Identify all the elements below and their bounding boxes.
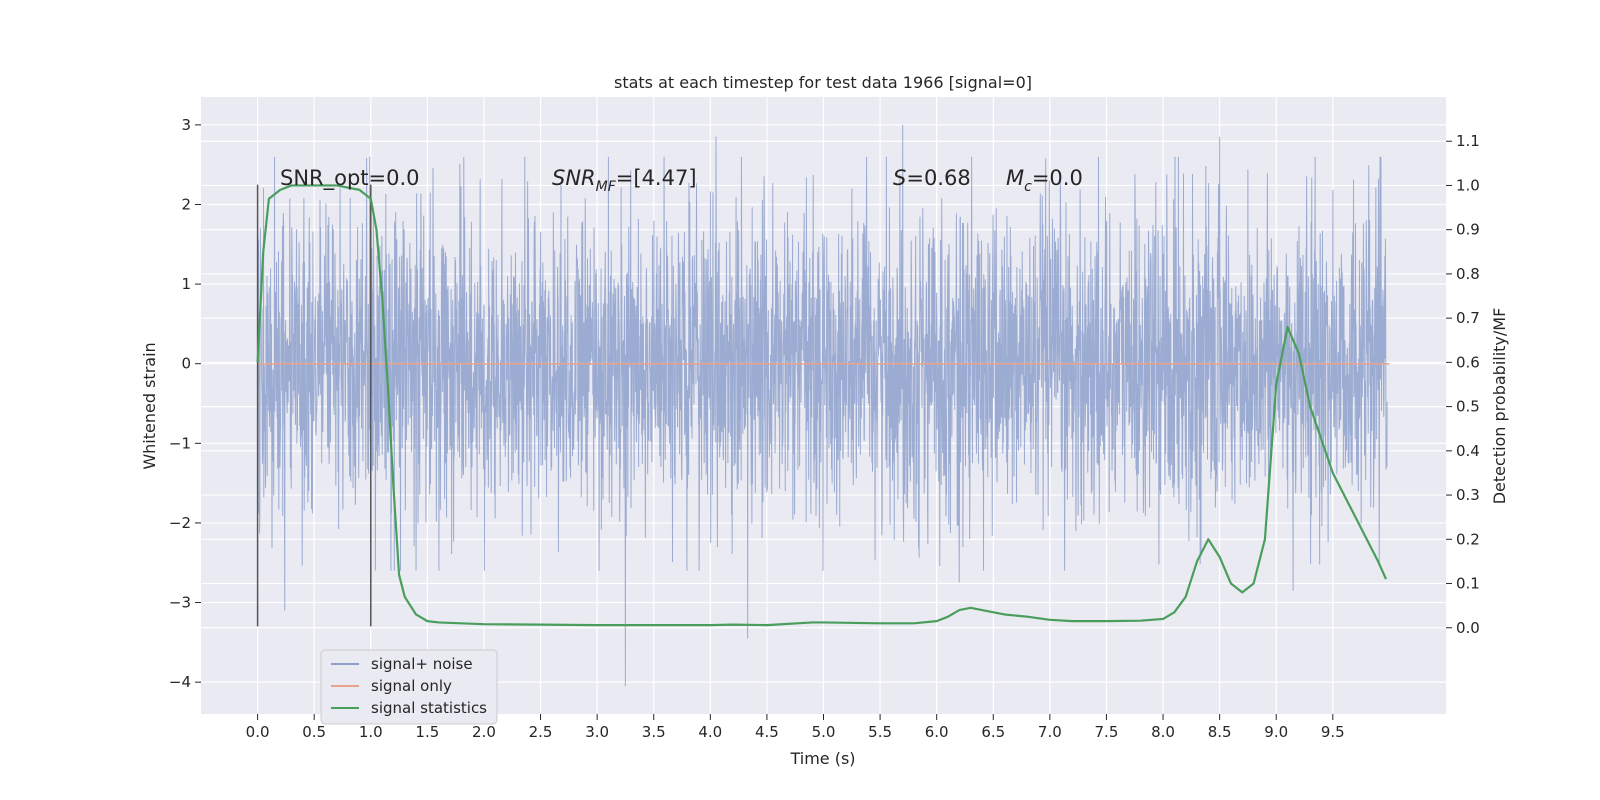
legend-label-stats: signal statistics (371, 699, 487, 717)
x-tick-label-4: 2.0 (472, 723, 496, 741)
y-tick-label-3: 0 (181, 355, 191, 373)
legend: signal+ noise signal only signal statist… (320, 649, 498, 725)
x-tick-label-3: 1.5 (415, 723, 439, 741)
x-tick-label-18: 9.0 (1264, 723, 1288, 741)
x-tick-label-15: 7.5 (1095, 723, 1119, 741)
y2-tick-label-10: 0.1 (1456, 575, 1480, 593)
y-tick-label-0: 3 (181, 116, 191, 134)
y-tick-label-4: −1 (169, 434, 191, 452)
y2-tick-label-5: 0.6 (1456, 353, 1480, 371)
y2-tick-label-4: 0.7 (1456, 309, 1480, 327)
x-tick-label-13: 6.5 (981, 723, 1005, 741)
y2-tick-label-6: 0.5 (1456, 398, 1480, 416)
x-tick-label-11: 5.5 (868, 723, 892, 741)
annotation-snr-opt: SNR_opt=0.0 (280, 166, 420, 191)
x-tick-label-5: 2.5 (529, 723, 553, 741)
x-tick-label-16: 8.0 (1151, 723, 1175, 741)
x-axis-ticks: 0.0 0.5 1.0 1.5 2.0 2.5 3.0 3.5 4.0 4.5 5.0 5.5 6.0 6… (246, 714, 1345, 741)
annotation-snr-mf: SNRMF=[4.47] (552, 166, 697, 195)
x-tick-label-14: 7.0 (1038, 723, 1062, 741)
y2-tick-label-1: 1.0 (1456, 176, 1480, 194)
noise-series (257, 124, 1388, 687)
legend-label-noise: signal+ noise (371, 655, 473, 673)
y2-tick-label-11: 0.0 (1456, 619, 1480, 637)
x-tick-label-19: 9.5 (1321, 723, 1345, 741)
y-tick-label-2: 1 (181, 275, 191, 293)
x-tick-label-0: 0.0 (246, 723, 270, 741)
x-tick-label-10: 5.0 (812, 723, 836, 741)
y2-tick-label-9: 0.2 (1456, 530, 1480, 548)
noise-trace (257, 124, 1388, 687)
y-tick-label-7: −4 (169, 673, 191, 691)
y2-axis-ticks: 1.1 1.0 0.9 0.8 0.7 0.6 0.5 0.4 0.3 0.2 0.1 0.0 (1446, 132, 1480, 637)
x-tick-label-7: 3.5 (642, 723, 666, 741)
legend-box (320, 649, 498, 725)
y-axis-label: Whitened strain (140, 342, 159, 469)
y2-tick-label-3: 0.8 (1456, 265, 1480, 283)
x-tick-label-12: 6.0 (925, 723, 949, 741)
stats-series (256, 184, 1388, 627)
x-tick-label-9: 4.5 (755, 723, 779, 741)
y2-axis-label: Detection probability/MF (1490, 308, 1509, 505)
y2-tick-label-7: 0.4 (1456, 442, 1480, 460)
vertical-markers (256, 184, 372, 627)
stats-trace (256, 184, 1388, 627)
y-tick-label-1: 2 (181, 195, 191, 213)
legend-label-signal: signal only (371, 677, 452, 695)
x-tick-label-1: 0.5 (302, 723, 326, 741)
x-tick-label-6: 3.0 (585, 723, 609, 741)
x-tick-label-2: 1.0 (359, 723, 383, 741)
y2-tick-label-0: 1.1 (1456, 132, 1480, 150)
y-tick-label-5: −2 (169, 514, 191, 532)
x-tick-label-8: 4.0 (698, 723, 722, 741)
y2-tick-label-2: 0.9 (1456, 221, 1480, 239)
y2-tick-label-8: 0.3 (1456, 486, 1480, 504)
x-axis-label: Time (s) (789, 749, 855, 768)
annotation-mc: Mc=0.0 (1006, 166, 1083, 195)
y-tick-label-6: −3 (169, 594, 191, 612)
y-axis-ticks: 3 2 1 0 −1 −2 −3 −4 (169, 116, 201, 691)
chart-title: stats at each timestep for test data 196… (614, 73, 1032, 92)
x-tick-label-17: 8.5 (1208, 723, 1232, 741)
annotation-s: S=0.68 (893, 166, 971, 190)
